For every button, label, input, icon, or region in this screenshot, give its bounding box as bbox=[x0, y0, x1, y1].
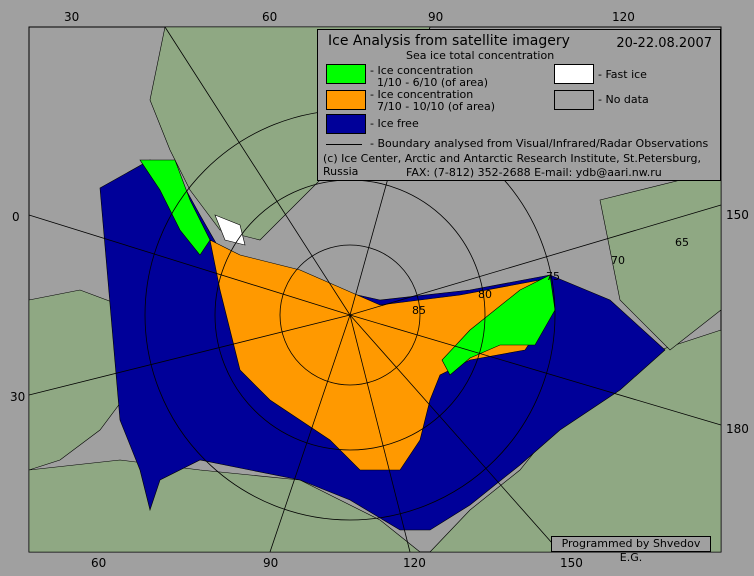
meridian-line bbox=[349, 314, 411, 553]
latitude-label: 75 bbox=[546, 270, 560, 283]
legend-label-high: - Ice concentration 7/10 - 10/10 (of are… bbox=[370, 88, 496, 113]
meridian-line bbox=[164, 26, 351, 316]
latitude-label: 85 bbox=[412, 304, 426, 317]
legend-title: Ice Analysis from satellite imagery bbox=[328, 33, 570, 49]
latitude-label: 65 bbox=[675, 236, 689, 249]
legend-label-icefree: - Ice free bbox=[370, 117, 419, 130]
top-tick-label: 60 bbox=[262, 10, 278, 24]
footer-credit: Programmed by Shvedov E.G. bbox=[551, 536, 711, 564]
meridian-line bbox=[269, 314, 351, 553]
legend-label-fastice: - Fast ice bbox=[598, 68, 647, 81]
bottom-tick-label: 150 bbox=[560, 556, 583, 570]
legend-label-nodata: - No data bbox=[598, 93, 649, 106]
meridian-line bbox=[28, 314, 351, 396]
bottom-tick-label: 120 bbox=[403, 556, 426, 570]
latitude-circle-85 bbox=[279, 244, 421, 386]
legend-swatch-high bbox=[326, 90, 366, 110]
right-tick-label: 180 bbox=[726, 422, 749, 436]
legend-swatch-low bbox=[326, 64, 366, 84]
boundary-line-sample bbox=[326, 144, 362, 145]
bottom-tick-label: 60 bbox=[91, 556, 107, 570]
latitude-label: 80 bbox=[478, 288, 492, 301]
legend-swatch-icefree bbox=[326, 114, 366, 134]
legend-subtitle: Sea ice total concentration bbox=[406, 49, 555, 62]
bottom-tick-label: 90 bbox=[263, 556, 279, 570]
fast-ice-region bbox=[214, 214, 246, 246]
siberia-land bbox=[28, 459, 421, 553]
legend-swatch-nodata bbox=[554, 90, 594, 110]
legend-date: 20-22.08.2007 bbox=[616, 36, 712, 51]
legend-credit: (c) Ice Center, Arctic and Antarctic Res… bbox=[323, 152, 701, 178]
legend-label-low: - Ice concentration 1/10 - 6/10 (of area… bbox=[370, 64, 489, 89]
left-tick-label: 0 bbox=[12, 210, 20, 224]
legend-box: Ice Analysis from satellite imagery 20-2… bbox=[317, 29, 721, 181]
meridian-line bbox=[28, 214, 351, 316]
latitude-label: 70 bbox=[611, 254, 625, 267]
top-tick-label: 30 bbox=[64, 10, 80, 24]
top-tick-label: 90 bbox=[428, 10, 444, 24]
top-tick-label: 120 bbox=[612, 10, 635, 24]
meridian-line bbox=[349, 314, 722, 426]
ice-low-concentration-east bbox=[441, 274, 556, 376]
legend-boundary-label: - Boundary analysed from Visual/Infrared… bbox=[370, 137, 709, 150]
right-tick-label: 150 bbox=[726, 208, 749, 222]
legend-swatch-fastice bbox=[554, 64, 594, 84]
meridian-line bbox=[349, 204, 722, 316]
meridian-line bbox=[349, 314, 561, 553]
left-tick-label: 30 bbox=[10, 390, 26, 404]
legend-contact: FAX: (7-812) 352-2688 E-mail: ydb@aari.n… bbox=[406, 166, 662, 179]
